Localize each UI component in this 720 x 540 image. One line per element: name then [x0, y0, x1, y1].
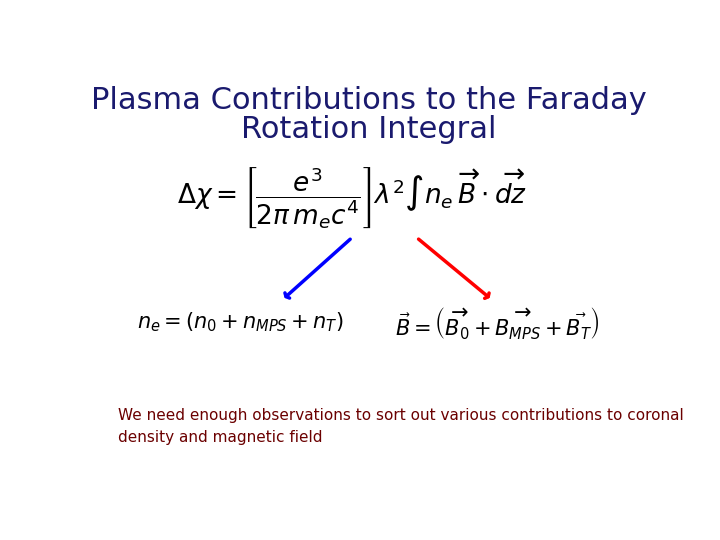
Text: Rotation Integral: Rotation Integral: [241, 114, 497, 144]
Text: $n_e = \left(n_0 + n_{MPS} + n_T\right)$: $n_e = \left(n_0 + n_{MPS} + n_T\right)$: [138, 311, 344, 334]
Text: $\Delta\chi = \left[\dfrac{e^3}{2\pi\, m_e c^4}\right]\lambda^2 \int n_e\, \over: $\Delta\chi = \left[\dfrac{e^3}{2\pi\, m…: [177, 165, 527, 231]
Text: We need enough observations to sort out various contributions to coronal
density: We need enough observations to sort out …: [118, 408, 684, 445]
Text: $\vec{B} = \left(\overrightarrow{B_0} + \overrightarrow{B_{MPS}} + \vec{B_T}\rig: $\vec{B} = \left(\overrightarrow{B_0} + …: [395, 305, 600, 341]
Text: Plasma Contributions to the Faraday: Plasma Contributions to the Faraday: [91, 86, 647, 114]
